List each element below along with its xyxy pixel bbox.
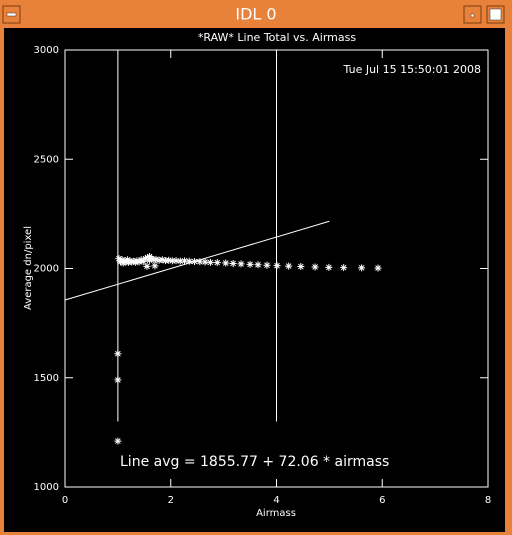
menu-icon — [6, 12, 17, 17]
point — [168, 257, 176, 265]
timestamp: Tue Jul 15 15:50:01 2008 — [343, 63, 481, 76]
x-tick-label: 6 — [379, 495, 385, 506]
point — [176, 257, 184, 265]
point — [273, 262, 281, 270]
y-axis-label: Average dn/pixel — [23, 226, 34, 310]
point — [151, 262, 159, 270]
point — [201, 258, 209, 266]
point — [213, 259, 221, 267]
point — [358, 264, 366, 272]
x-tick-label: 4 — [273, 495, 279, 506]
window-title: IDL 0 — [235, 5, 276, 24]
point — [222, 259, 230, 267]
point — [172, 257, 180, 265]
point — [285, 262, 293, 270]
y-tick-label: 3000 — [34, 45, 59, 56]
point — [254, 261, 262, 269]
point — [115, 255, 123, 263]
point — [237, 260, 245, 268]
point — [325, 263, 333, 271]
point — [180, 257, 188, 265]
point — [128, 258, 136, 266]
x-tick-label: 2 — [168, 495, 174, 506]
maximize-icon — [489, 8, 502, 21]
point — [139, 258, 147, 266]
y-tick-label: 2000 — [34, 264, 59, 275]
point — [311, 263, 319, 271]
point — [340, 264, 348, 272]
point — [196, 258, 204, 266]
x-tick-label: 0 — [62, 495, 68, 506]
point — [206, 258, 214, 266]
point — [114, 376, 122, 384]
point — [118, 256, 126, 264]
chart-title: *RAW* Line Total vs. Airmass — [198, 31, 356, 44]
point — [158, 256, 166, 264]
y-tick-label: 2500 — [34, 154, 59, 165]
point — [152, 255, 160, 263]
point — [374, 264, 382, 272]
fit-line — [64, 220, 330, 301]
point — [297, 263, 305, 271]
fit-annotation: Line avg = 1855.77 + 72.06 * airmass — [120, 454, 389, 470]
x-tick-label: 8 — [485, 495, 491, 506]
plot-canvas — [4, 28, 505, 532]
point — [133, 257, 141, 265]
point — [263, 261, 271, 269]
point — [143, 262, 151, 270]
y-tick-label: 1500 — [34, 373, 59, 384]
point — [246, 260, 254, 268]
y-tick-label: 1000 — [34, 482, 59, 493]
point — [141, 255, 149, 263]
point — [114, 437, 122, 445]
point — [185, 257, 193, 265]
x-axis-label: Airmass — [256, 508, 296, 519]
minimize-icon — [470, 13, 475, 18]
point — [119, 259, 127, 267]
point — [165, 256, 173, 264]
point — [148, 255, 156, 263]
point — [229, 259, 237, 267]
point — [123, 256, 131, 264]
point — [114, 350, 122, 358]
